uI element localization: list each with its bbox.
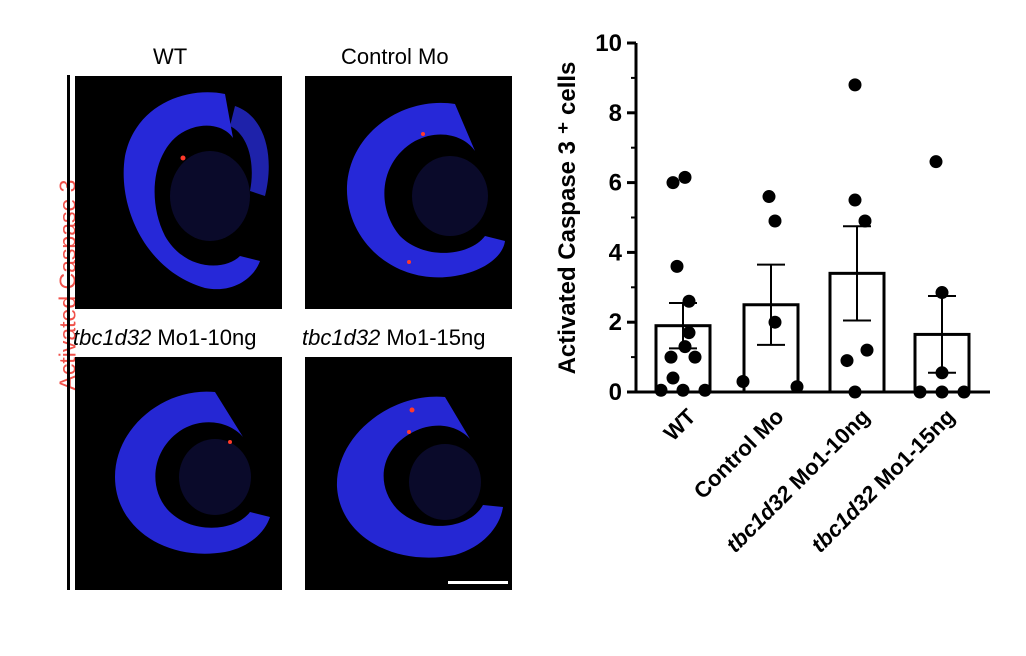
y-tick-label: 0 [609, 379, 622, 406]
data-point [848, 78, 862, 92]
panel-label-dose: Mo1-10ng [157, 325, 257, 350]
data-point [654, 383, 668, 397]
panel-label-dose: Mo1-15ng [386, 325, 486, 350]
bar [742, 303, 800, 394]
panel-label-control-mo: Control Mo [341, 44, 449, 69]
micrograph-mo1-15ng [305, 357, 512, 590]
scale-bar [448, 581, 508, 584]
caspase-dot [228, 440, 232, 444]
data-point [682, 294, 696, 308]
data-point [698, 383, 712, 397]
data-point [848, 385, 862, 399]
caspase-dot [180, 155, 186, 161]
micrograph-control-mo [305, 76, 512, 309]
data-point [762, 190, 776, 204]
data-point [768, 315, 782, 329]
group-bracket [67, 75, 70, 590]
x-tick-label-gene: tbc1d32 [806, 480, 883, 557]
bar [654, 324, 712, 394]
data-point [935, 286, 949, 300]
x-tick-label-text: Mo1-15ng [865, 404, 960, 499]
micrograph-mo1-10ng [75, 357, 282, 590]
caspase-dot [407, 430, 411, 434]
data-point [848, 193, 862, 207]
data-point [768, 214, 782, 228]
data-point [682, 326, 696, 340]
micrograph-wt [75, 76, 282, 309]
data-point [678, 170, 692, 184]
bar [828, 271, 886, 394]
data-point [670, 259, 684, 273]
x-tick-label: Control Mo [689, 404, 789, 504]
caspase-dot [407, 260, 411, 264]
x-tick-label-text: WT [659, 403, 701, 445]
y-tick-label: 6 [609, 170, 622, 197]
data-point [957, 385, 971, 399]
panel-label-mo1-10ng: tbc1d32 Mo1-10ng [73, 325, 257, 351]
x-tick-label: tbc1d32 Mo1-15ng [806, 404, 959, 557]
y-tick-label: 10 [595, 30, 622, 57]
data-point [929, 155, 943, 169]
data-point [688, 350, 702, 364]
data-point [840, 354, 854, 368]
panel-label-mo1-15ng: tbc1d32 Mo1-15ng [302, 325, 486, 351]
y-tick-label: 2 [609, 309, 622, 336]
data-point [913, 385, 927, 399]
data-point [858, 214, 872, 228]
y-axis-label: Activated Caspase 3 ⁺ cells [554, 62, 581, 375]
x-tick-label: tbc1d32 Mo1-10ng [721, 404, 874, 557]
panel-label-gene: tbc1d32 [302, 325, 381, 350]
x-tick-label: WT [659, 403, 701, 445]
side-label: Activated Caspase 3 [20, 0, 81, 656]
caspase-dot [409, 407, 415, 413]
panel-label-gene: tbc1d32 [73, 325, 152, 350]
data-point [666, 176, 680, 190]
x-tick-label-gene: tbc1d32 [721, 480, 798, 557]
x-tick-label-text: Control Mo [689, 404, 789, 504]
y-tick-label: 8 [609, 100, 622, 127]
y-tick-label: 4 [609, 239, 623, 266]
data-point [790, 380, 804, 394]
data-point [664, 350, 678, 364]
bar [913, 332, 971, 394]
panel-label-wt: WT [153, 44, 188, 69]
caspase-dot [421, 132, 425, 136]
data-point [678, 340, 692, 354]
data-point [935, 366, 949, 380]
data-point [666, 371, 680, 385]
data-point [676, 383, 690, 397]
data-point [860, 343, 874, 357]
data-point [935, 385, 949, 399]
data-point [736, 375, 750, 389]
x-tick-label-text: Mo1-10ng [780, 404, 875, 499]
